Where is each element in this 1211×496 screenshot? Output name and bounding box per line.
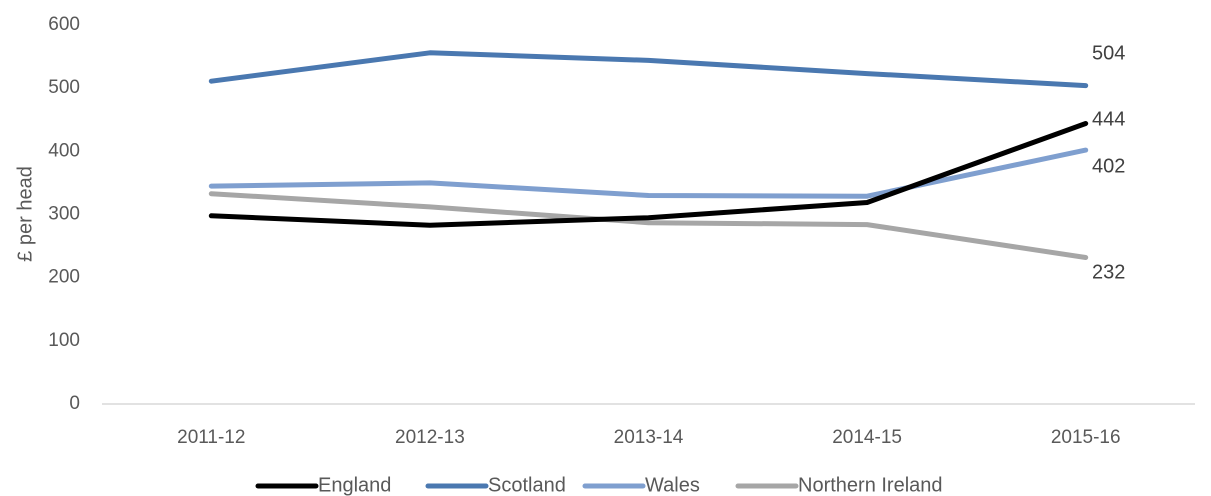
y-tick-label: 0	[69, 393, 80, 414]
x-tick-label: 2013-14	[614, 427, 684, 448]
legend: England Scotland Wales Northern Ireland	[255, 474, 943, 496]
legend-label-england: England	[318, 474, 391, 496]
x-tick-label: 2015-16	[1051, 427, 1121, 448]
y-tick-label: 200	[48, 267, 80, 288]
x-axis-ticks: 2011-12 2012-13 2013-14 2014-15 2015-16	[177, 427, 1120, 448]
series-line-northern-ireland	[208, 191, 1089, 260]
y-tick-label: 300	[48, 204, 80, 225]
data-label-northern-ireland: 232	[1092, 261, 1125, 283]
y-axis-label: £ per head	[14, 166, 36, 262]
series-line-scotland	[208, 50, 1089, 89]
y-tick-label: 500	[48, 77, 80, 98]
data-labels: 444 504 402 232	[1092, 42, 1125, 283]
y-tick-label: 100	[48, 330, 80, 351]
series-line-wales	[208, 147, 1089, 199]
series-line-england	[208, 121, 1089, 228]
y-tick-label: 400	[48, 140, 80, 161]
x-tick-label: 2014-15	[832, 427, 902, 448]
legend-label-northern-ireland: Northern Ireland	[798, 474, 943, 496]
y-axis-ticks: 0 100 200 300 400 500 600	[48, 14, 80, 414]
data-label-scotland: 504	[1092, 42, 1125, 64]
data-label-england: 444	[1092, 108, 1125, 130]
legend-label-wales: Wales	[645, 474, 700, 496]
x-tick-label: 2011-12	[177, 427, 245, 448]
x-tick-label: 2012-13	[395, 427, 465, 448]
y-tick-label: 600	[48, 14, 80, 35]
legend-label-scotland: Scotland	[488, 474, 566, 496]
data-label-wales: 402	[1092, 155, 1125, 177]
series-lines	[208, 50, 1089, 260]
